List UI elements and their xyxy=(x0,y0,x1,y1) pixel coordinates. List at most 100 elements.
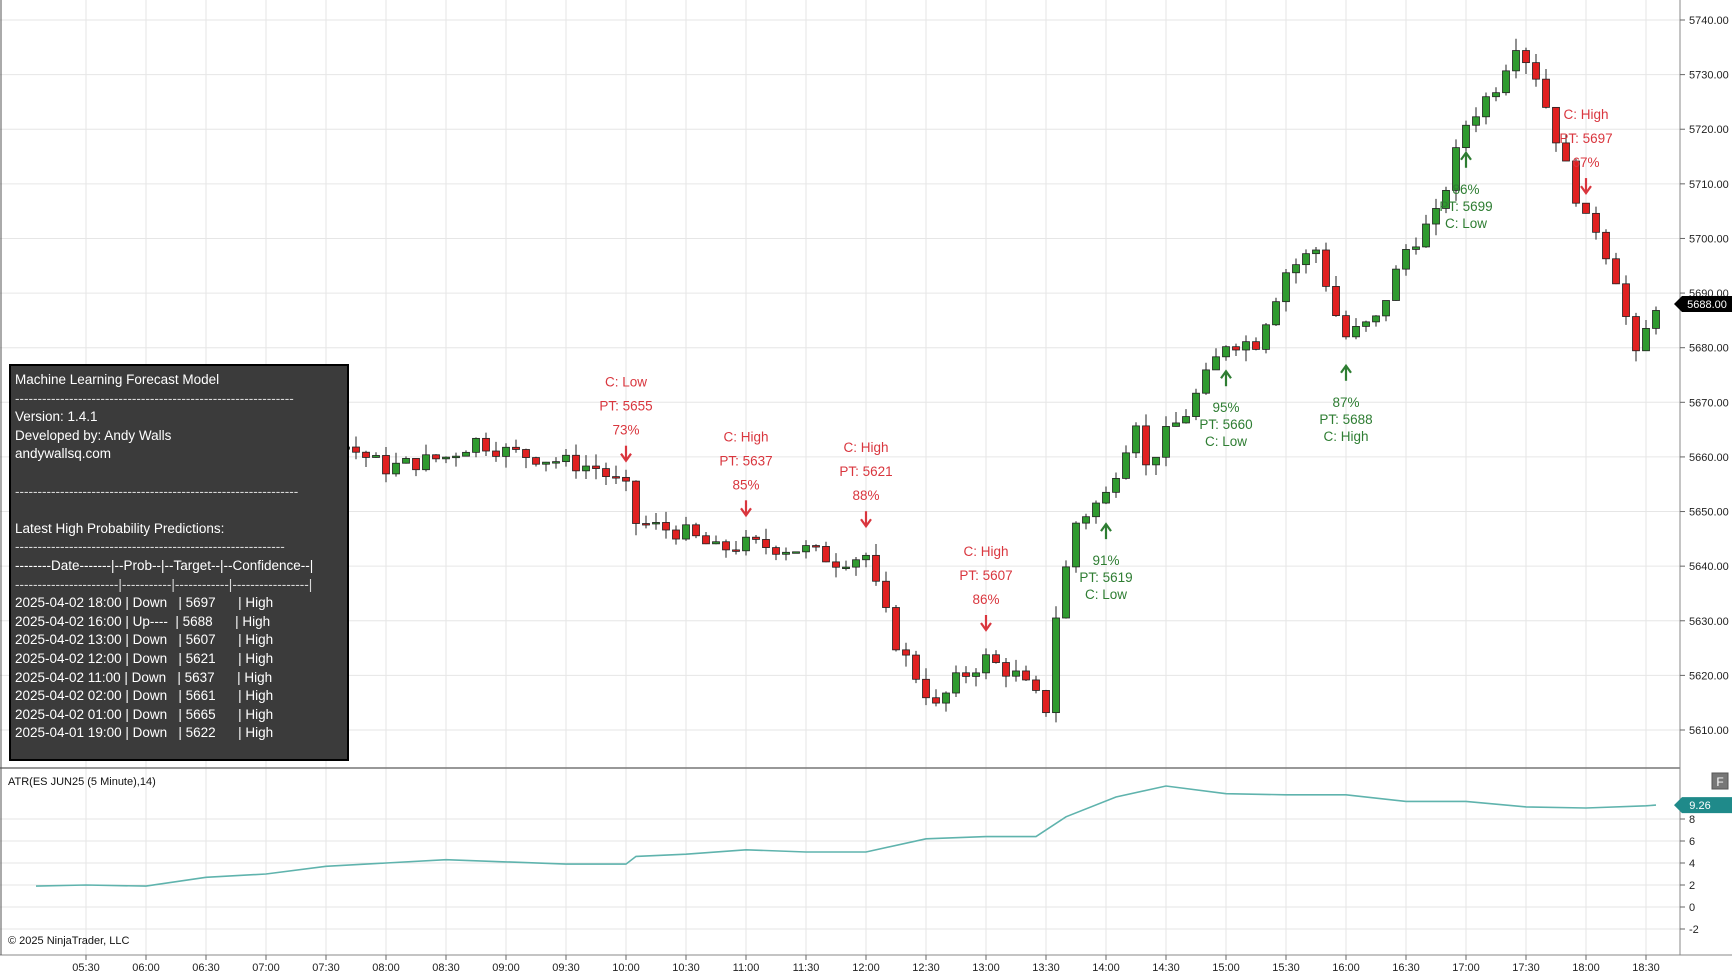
annotation-text: 85% xyxy=(732,477,759,492)
f-button[interactable]: F xyxy=(1711,772,1729,790)
atr-tick-label: 6 xyxy=(1689,836,1695,848)
candle-down xyxy=(482,432,490,456)
annotation-text: C: High xyxy=(1563,107,1608,122)
candle-up xyxy=(942,691,950,712)
candle-up xyxy=(472,437,480,458)
candle-down xyxy=(522,448,530,469)
candle-down xyxy=(822,541,830,563)
candle-up xyxy=(1412,237,1420,255)
forecast-down-annotation: C: High PT: 5621 88% xyxy=(839,440,893,529)
annotation-text: C: Low xyxy=(1205,434,1247,449)
candle-up xyxy=(1192,388,1200,421)
time-tick-label: 13:00 xyxy=(972,962,1000,974)
candle-down xyxy=(1232,343,1240,356)
forecast-up-annotation: 86% PT: 5699 C: Low xyxy=(1439,150,1493,231)
prediction-row: 2025-04-02 16:00 | Up---- | 5688 | High xyxy=(15,613,271,629)
forecast-down-annotation: C: High PT: 5697 67% xyxy=(1559,107,1613,195)
arrow-down-icon xyxy=(740,500,752,518)
panel-website[interactable]: andywallsq.com xyxy=(15,446,112,462)
candle-up xyxy=(1112,472,1120,498)
panel-developer: Developed by: Andy Walls xyxy=(15,427,172,443)
atr-tick-label: 4 xyxy=(1689,858,1695,870)
time-tick-label: 18:30 xyxy=(1632,962,1660,974)
candle-down xyxy=(762,528,770,555)
prediction-row: 2025-04-02 12:00 | Down | 5621 | High xyxy=(15,650,274,666)
candle-down xyxy=(1612,252,1620,285)
price-tick-label: 5680.00 xyxy=(1689,343,1729,355)
time-tick-label: 07:00 xyxy=(252,962,280,974)
annotation-text: PT: 5699 xyxy=(1439,199,1492,214)
candle-down xyxy=(672,525,680,545)
time-tick-label: 13:30 xyxy=(1032,962,1060,974)
annotation-text: C: Low xyxy=(1445,216,1487,231)
panel-spacer xyxy=(15,464,343,483)
candle-up xyxy=(552,457,560,469)
candle-up xyxy=(1422,214,1430,248)
candle-up xyxy=(952,665,960,698)
annotation-text: 67% xyxy=(1572,155,1599,170)
f-button-label: F xyxy=(1716,775,1723,789)
candle-up xyxy=(1182,409,1190,424)
price-tick-label: 5650.00 xyxy=(1689,507,1729,519)
candle-down xyxy=(1022,665,1030,681)
panel-title: Machine Learning Forecast Model xyxy=(15,372,220,387)
time-tick-label: 15:30 xyxy=(1272,962,1300,974)
price-tick-label: 5700.00 xyxy=(1689,233,1729,245)
candle-down xyxy=(1532,53,1540,87)
time-tick-label: 17:30 xyxy=(1512,962,1540,974)
annotation-text: PT: 5607 xyxy=(959,568,1012,583)
time-tick-label: 14:30 xyxy=(1152,962,1180,974)
annotation-text: PT: 5637 xyxy=(719,453,772,468)
candle-down xyxy=(1572,158,1580,207)
candle-down xyxy=(1582,202,1590,214)
candle-down xyxy=(912,650,920,684)
candle-up xyxy=(712,535,720,545)
time-tick-label: 10:00 xyxy=(612,962,640,974)
candle-up xyxy=(1302,249,1310,274)
candle-down xyxy=(612,465,620,484)
atr-line xyxy=(35,785,1657,887)
candle-down xyxy=(1002,657,1010,688)
candle-up xyxy=(1372,315,1380,327)
candle-down xyxy=(382,446,390,483)
candle-up xyxy=(392,452,400,477)
panel-separator: ----------------------------------------… xyxy=(15,390,294,406)
candle-up xyxy=(652,513,660,530)
forecast-down-annotation: C: High PT: 5637 85% xyxy=(719,429,773,518)
candle-up xyxy=(1212,348,1220,371)
candle-up xyxy=(1492,87,1500,102)
time-tick-label: 06:30 xyxy=(192,962,220,974)
arrow-up-icon xyxy=(1460,150,1472,168)
predictions-table-header: --------Date-------|--Prob--|--Target--|… xyxy=(15,557,314,573)
current-price-label: 5688.00 xyxy=(1687,299,1727,311)
predictions-title: Latest High Probability Predictions: xyxy=(15,520,225,536)
candle-up xyxy=(1012,659,1020,682)
candle-up xyxy=(1362,320,1370,332)
candle-down xyxy=(432,454,440,463)
candle-down xyxy=(662,511,670,539)
candle-up xyxy=(1242,335,1250,362)
candle-down xyxy=(832,553,840,578)
price-tick-label: 5610.00 xyxy=(1689,725,1729,737)
candle-up xyxy=(852,556,860,576)
price-tick-label: 5740.00 xyxy=(1689,15,1729,27)
candle-up xyxy=(682,516,690,541)
annotation-text: 88% xyxy=(852,488,879,503)
copyright: © 2025 NinjaTrader, LLC xyxy=(8,935,129,947)
candle-up xyxy=(1222,345,1230,361)
candle-up xyxy=(782,547,790,561)
candle-down xyxy=(1602,229,1610,265)
price-candles xyxy=(32,38,1660,723)
candle-down xyxy=(902,642,910,667)
forecast-up-annotation: 91% PT: 5619 C: Low xyxy=(1079,522,1133,602)
prediction-row: 2025-04-02 11:00 | Down | 5637 | High xyxy=(15,669,273,685)
candle-up xyxy=(1642,319,1650,352)
time-tick-label: 09:30 xyxy=(552,962,580,974)
price-tick-label: 5660.00 xyxy=(1689,452,1729,464)
candle-up xyxy=(1162,416,1170,467)
candle-up xyxy=(1262,323,1270,354)
candle-up xyxy=(1392,265,1400,301)
annotation-text: PT: 5621 xyxy=(839,464,892,479)
annotation-text: C: High xyxy=(843,440,888,455)
time-tick-label: 06:00 xyxy=(132,962,160,974)
